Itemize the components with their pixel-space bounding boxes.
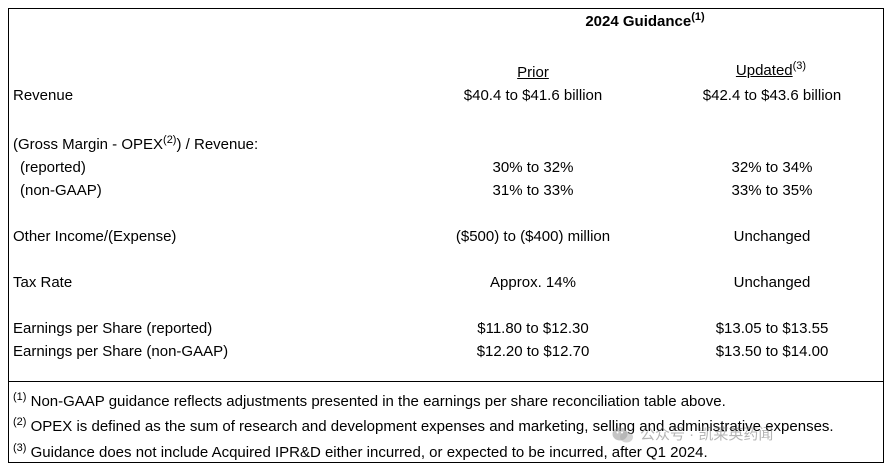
gm-reported-prior: 30% to 32% bbox=[492, 159, 574, 176]
footnote-divider bbox=[8, 381, 884, 382]
row-label-gm-reported: (reported) bbox=[20, 159, 86, 176]
tax-rate-prior: Approx. 14% bbox=[490, 274, 576, 291]
other-income-prior: ($500) to ($400) million bbox=[455, 228, 611, 245]
eps-nongaap-prior: $12.20 to $12.70 bbox=[476, 343, 590, 360]
revenue-prior: $40.4 to $41.6 billion bbox=[463, 87, 603, 104]
other-income-updated: Unchanged bbox=[733, 228, 811, 245]
tax-rate-updated: Unchanged bbox=[733, 274, 811, 291]
wechat-icon bbox=[612, 426, 634, 444]
watermark: 公众号 · 凯莱英药闻 bbox=[612, 426, 773, 444]
footnote-3: (3) Guidance does not include Acquired I… bbox=[13, 442, 708, 462]
guidance-table-frame bbox=[8, 8, 884, 463]
gm-nongaap-prior: 31% to 33% bbox=[492, 182, 574, 199]
revenue-updated: $42.4 to $43.6 billion bbox=[702, 87, 842, 104]
gm-reported-updated: 32% to 34% bbox=[731, 159, 813, 176]
eps-reported-updated: $13.05 to $13.55 bbox=[715, 320, 829, 337]
eps-nongaap-updated: $13.50 to $14.00 bbox=[715, 343, 829, 360]
row-label-eps-reported: Earnings per Share (reported) bbox=[13, 320, 213, 337]
eps-reported-prior: $11.80 to $12.30 bbox=[477, 320, 589, 337]
row-label-tax-rate: Tax Rate bbox=[13, 274, 73, 291]
row-label-other-income: Other Income/(Expense) bbox=[13, 228, 177, 245]
footnote-2: (2) OPEX is defined as the sum of resear… bbox=[13, 416, 834, 436]
watermark-text: 公众号 · 凯莱英药闻 bbox=[640, 426, 774, 443]
row-label-gross-margin: (Gross Margin - OPEX(2)) / Revenue: bbox=[13, 134, 259, 154]
row-label-gm-nongaap: (non-GAAP) bbox=[20, 182, 102, 199]
column-header-prior: Prior bbox=[517, 64, 549, 81]
column-header-updated: Updated(3) bbox=[735, 60, 807, 80]
row-label-eps-nongaap: Earnings per Share (non-GAAP) bbox=[13, 343, 229, 360]
footnote-1: (1) Non-GAAP guidance reflects adjustmen… bbox=[13, 391, 726, 411]
gm-nongaap-updated: 33% to 35% bbox=[731, 182, 813, 199]
row-label-revenue: Revenue bbox=[13, 87, 74, 104]
table-title: 2024 Guidance(1) bbox=[585, 11, 705, 31]
